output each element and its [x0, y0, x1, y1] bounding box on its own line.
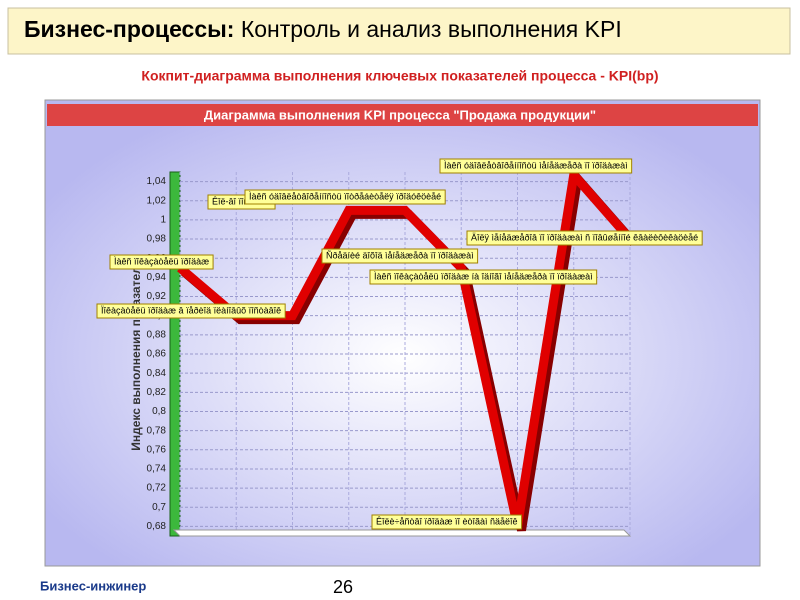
- y-tick-label: 0,78: [147, 425, 167, 436]
- y-tick-label: 1,04: [147, 176, 167, 187]
- y-tick-label: 0,72: [147, 483, 167, 494]
- annotation-box: [96, 303, 286, 319]
- y-tick-label: 0,76: [147, 444, 167, 455]
- subtitle: Кокпит-диаграмма выполнения ключевых пок…: [141, 68, 658, 84]
- slide-title: Бизнес-процессы: Контроль и анализ выпол…: [24, 16, 622, 42]
- y-tick-label: 0,94: [147, 272, 167, 283]
- y-tick-label: 1: [160, 215, 166, 226]
- title-box: [7, 7, 791, 55]
- y-tick-label: 0,82: [147, 387, 167, 398]
- annotation: Ìàêñ ïîêàçàòåëü ïðîäàæ íà îäíîãî ìåíåäæå…: [374, 271, 593, 281]
- page-number: 26: [333, 577, 353, 597]
- y-tick-label: 0,68: [147, 521, 167, 532]
- y-tick-label: 1,02: [147, 195, 167, 206]
- y-tick-label: 0,86: [147, 349, 167, 360]
- y-tick-label: 0,7: [152, 502, 166, 513]
- title-bold: Бизнес-процессы:: [24, 16, 234, 42]
- annotation: Ìàêñ óäîâëåòâîðåííîñòü ìåíåäæåðà ïî ïðîä…: [444, 160, 628, 170]
- annotation-box: [371, 514, 523, 530]
- y-tick-label: 0,8: [152, 406, 166, 417]
- chart-header: [47, 104, 758, 126]
- floor: [172, 529, 632, 537]
- annotation: Ïîêàçàòåëü ïðîäàæ â ïåðèîä ïëàíîâûõ ïîñò…: [101, 305, 281, 315]
- y-tick-label: 0,74: [147, 464, 167, 475]
- annotation: Êîë-âî ïîñòàâîê: [212, 196, 271, 206]
- axis-wall: [169, 171, 181, 537]
- y-tick-label: 0,92: [147, 291, 167, 302]
- annotation: Ìàêñ óäîâëåòâîðåííîñòü ïîòðåáèòåëÿ ïðîäó…: [249, 191, 441, 201]
- y-tick-label: 0,98: [147, 234, 167, 245]
- annotation: Äîëÿ ìåíåäæåðîâ ïî ïðîäàæàì ñ ïîâûøåííîé…: [471, 232, 698, 242]
- annotation-box: [244, 189, 446, 205]
- y-tick-label: 0,88: [147, 329, 167, 340]
- annotation-box: [109, 254, 214, 270]
- annotation: Ìàêñ ïîêàçàòåëü ïðîäàæ: [114, 256, 209, 266]
- annotation: Êîëè÷åñòâî ïðîäàæ ïî èòîãàì ñäåëîê: [376, 516, 518, 526]
- annotation: Ñðåäíèé äîõîä ìåíåäæåðà ïî ïðîäàæàì: [326, 250, 474, 260]
- annotation-box: [321, 248, 479, 264]
- footer-company: Бизнес-инжинер: [40, 578, 146, 593]
- y-axis-label: Индекс выполнения показателя: [129, 259, 143, 451]
- title-rest: Контроль и анализ выполнения KPI: [241, 16, 622, 42]
- annotation-box: [369, 269, 598, 285]
- chart-title: Диаграмма выполнения KPI процесса "Прода…: [204, 107, 596, 122]
- annotation-box: [439, 158, 633, 174]
- y-tick-label: 0,84: [147, 368, 167, 379]
- annotation-box: [466, 230, 703, 246]
